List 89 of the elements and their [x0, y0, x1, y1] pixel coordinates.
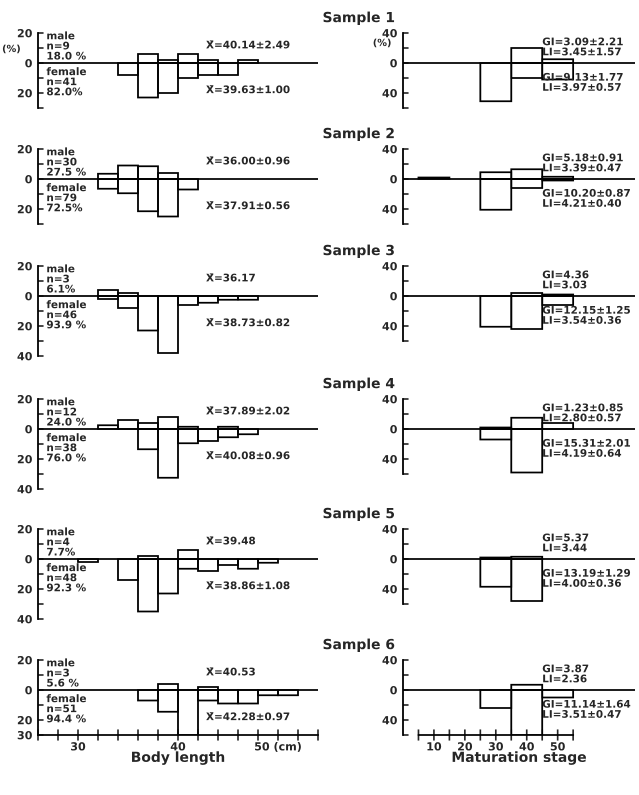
annotation: X̄=37.91±0.56 [206, 201, 290, 210]
annotation: GI=10.20±0.87 LI=4.21±0.40 [542, 188, 630, 207]
text: Sample 5 [324, 508, 394, 521]
annotation: male n=12 24.0 % [47, 397, 86, 426]
y-tick-label: 0 [390, 292, 397, 300]
annotation: female n=51 94.4 % [46, 694, 86, 722]
y-tick-label: 40 [382, 322, 397, 330]
text: Sample 6 [324, 638, 394, 652]
annotation: female n=46 93.9 % [46, 300, 86, 328]
x-tick-label: 10 [427, 742, 442, 751]
text: Sample 4 [324, 378, 394, 391]
x-tick-label: 50 [550, 742, 565, 751]
annotation: male n=3 5.6 % [47, 658, 79, 687]
y-tick-label: 20 [18, 262, 32, 270]
y-tick-label: 0 [25, 424, 32, 434]
y-tick-label: 40 [382, 584, 397, 594]
y-tick-label: 40 [382, 28, 397, 38]
y-tick-label: 0 [25, 292, 32, 300]
text: Sample 2 [324, 128, 394, 141]
y-tick-label: 40 [17, 614, 32, 624]
y-tick-label: 20 [18, 584, 32, 594]
annotation: X̄=38.86±1.08 [206, 581, 290, 590]
y-tick-label: 20 [18, 144, 32, 154]
y-tick-label: 20 [18, 716, 32, 724]
x-tick-label: 20 [458, 742, 472, 751]
annotation: X̄=38.73±0.82 [206, 318, 290, 326]
y-tick-label: 0 [25, 686, 32, 694]
y-tick-label: 40 [382, 656, 397, 664]
y-axis-title: (%) [374, 38, 391, 48]
y-tick-label: 20 [18, 28, 32, 38]
y-tick-label: 40 [382, 204, 397, 214]
text: Sample 1 [324, 12, 394, 25]
y-tick-label: 0 [390, 686, 397, 694]
y-tick-label: 20 [18, 88, 32, 98]
y-tick-label: 40 [382, 262, 397, 270]
annotation: male n=30 27.5 % [47, 147, 86, 176]
annotation: X̄=39.63±1.00 [206, 85, 290, 94]
annotation: GI=5.37 LI=3.44 [542, 533, 588, 552]
y-tick-label: 30 [18, 730, 32, 740]
y-tick-label: 40 [382, 144, 397, 154]
y-tick-label: 0 [390, 174, 397, 184]
annotation: male n=4 7.7% [47, 527, 75, 556]
text: Sample 3 [324, 244, 394, 258]
y-tick-label: 0 [390, 58, 397, 68]
y-tick-label: 20 [18, 524, 32, 534]
x-tick-label: 40 [520, 742, 534, 751]
x-tick-label: 40 [170, 742, 186, 751]
y-tick-label: 20 [18, 322, 32, 330]
annotation: male n=3 6.1% [47, 264, 75, 293]
annotation: GI=1.23±0.85 LI=2.80±0.57 [542, 403, 623, 422]
annotation: male n=9 18.0 % [47, 31, 86, 60]
y-tick-label: 0 [390, 424, 397, 434]
y-tick-label: 0 [390, 554, 397, 564]
annotation: GI=3.09±2.21 LI=3.45±1.57 [542, 37, 623, 56]
annotation: GI=3.87 LI=2.36 [542, 664, 588, 682]
x-axis-title: Maturation stage [452, 751, 586, 765]
annotation: female n=38 76.0 % [46, 433, 86, 462]
y-tick-label: 20 [18, 454, 32, 464]
y-tick-label: 40 [17, 352, 32, 360]
annotation: X̄=37.89±2.02 [206, 406, 290, 414]
x-tick-label: 30 [71, 742, 86, 751]
annotation: X̄=42.28±0.97 [206, 712, 290, 720]
annotation: X̄=36.17 [206, 273, 255, 282]
annotation: X̄=40.08±0.96 [206, 451, 290, 460]
annotation: X̄=39.48 [206, 536, 256, 544]
annotation: X̄=40.14±2.49 [206, 40, 290, 48]
y-tick-label: 40 [382, 524, 397, 534]
annotation: GI=5.18±0.91 LI=3.39±0.47 [542, 153, 623, 172]
y-tick-label: 0 [25, 174, 32, 184]
annotation: X̄=36.00±0.96 [206, 156, 290, 164]
y-tick-label: 0 [25, 554, 32, 564]
annotation: female n=79 72.5% [46, 183, 86, 212]
y-tick-label: 40 [382, 716, 397, 724]
y-axis-title: (%) [2, 44, 20, 54]
y-tick-label: 20 [18, 656, 32, 664]
x-tick-label: 30 [488, 742, 503, 751]
annotation: female n=41 82.0% [46, 67, 86, 96]
x-tick-label: 50 (cm) [255, 742, 301, 752]
y-tick-label: 20 [18, 394, 32, 404]
x-axis-title: Body length [132, 751, 224, 765]
y-tick-label: 40 [382, 88, 397, 98]
y-tick-label: 40 [382, 394, 397, 404]
y-tick-label: 40 [382, 454, 397, 464]
y-tick-label: 40 [17, 484, 32, 494]
annotation: GI=4.36 LI=3.03 [542, 270, 588, 288]
y-tick-label: 20 [18, 204, 32, 214]
annotation: female n=48 92.3 % [46, 563, 86, 592]
annotation: X̄=40.53 [206, 667, 255, 676]
y-tick-label: 0 [25, 58, 32, 68]
